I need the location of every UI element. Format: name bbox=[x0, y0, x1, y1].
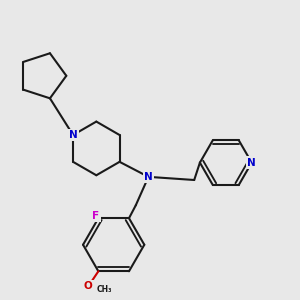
Text: N: N bbox=[69, 130, 77, 140]
Text: CH₃: CH₃ bbox=[96, 285, 112, 294]
Text: O: O bbox=[84, 281, 93, 291]
Text: N: N bbox=[247, 158, 256, 168]
Text: N: N bbox=[144, 172, 153, 182]
Text: F: F bbox=[92, 211, 99, 221]
